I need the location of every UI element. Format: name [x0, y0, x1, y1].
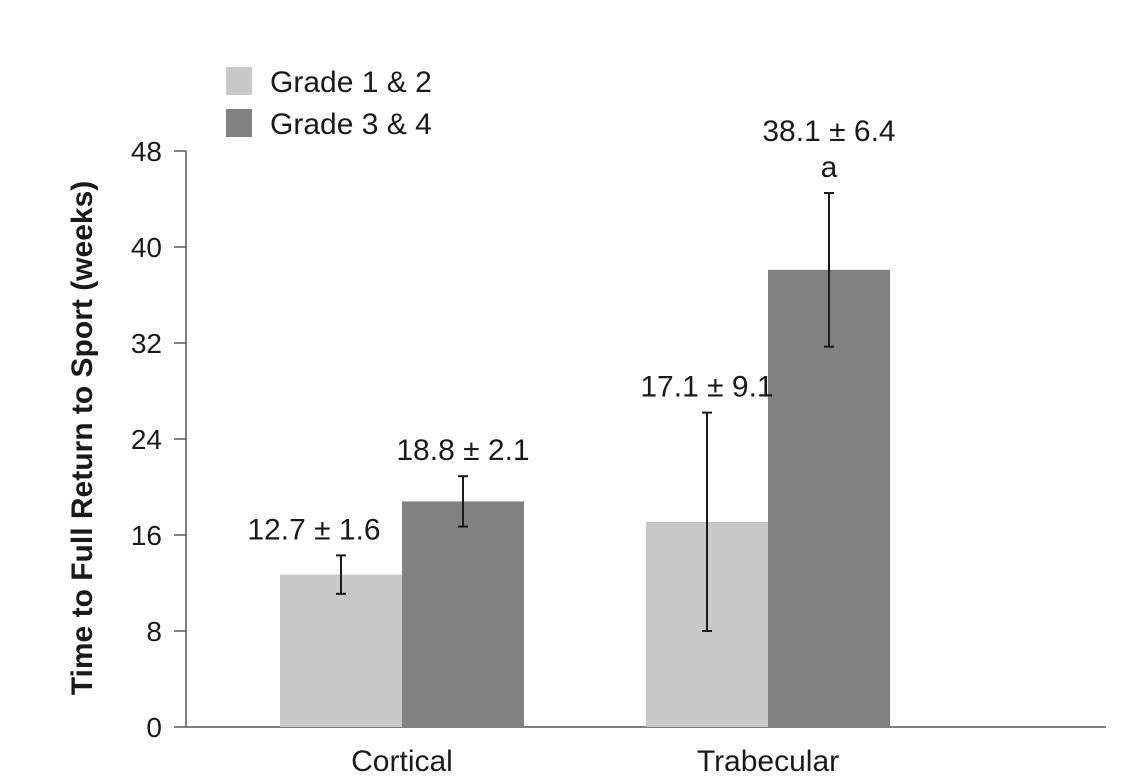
x-category-label: Trabecular	[697, 745, 839, 776]
legend-label: Grade 3 & 4	[270, 108, 432, 141]
y-tick-label: 8	[146, 616, 162, 647]
y-tick-label: 48	[131, 136, 162, 167]
data-label: 38.1 ± 6.4	[762, 115, 895, 148]
legend-label: Grade 1 & 2	[270, 66, 432, 99]
significance-annotation: a	[821, 151, 838, 184]
y-tick-label: 24	[131, 424, 162, 455]
data-label: 12.7 ± 1.6	[247, 513, 380, 546]
bar	[280, 574, 402, 727]
x-axis: Cortical Trabecular	[186, 726, 1106, 776]
y-tick-label: 32	[131, 328, 162, 359]
legend: Grade 1 & 2 Grade 3 & 4	[226, 66, 432, 141]
data-label: 18.8 ± 2.1	[396, 434, 529, 467]
error-bars	[336, 192, 834, 632]
legend-swatch	[226, 109, 252, 137]
bars	[280, 269, 890, 727]
y-tick-label: 40	[131, 232, 162, 263]
y-axis-label: Time to Full Return to Sport (weeks)	[66, 181, 99, 695]
data-label: 17.1 ± 9.1	[640, 371, 773, 404]
y-tick-label: 0	[146, 712, 162, 743]
legend-swatch	[226, 67, 252, 95]
x-category-label: Cortical	[351, 745, 453, 776]
data-labels: 12.7 ± 1.6 18.8 ± 2.1 17.1 ± 9.1 38.1 ± 6.4…	[247, 115, 895, 546]
y-tick-label: 16	[131, 520, 162, 551]
y-axis: 0 8 16 24 32 40 48	[131, 136, 187, 743]
bar	[402, 501, 524, 727]
